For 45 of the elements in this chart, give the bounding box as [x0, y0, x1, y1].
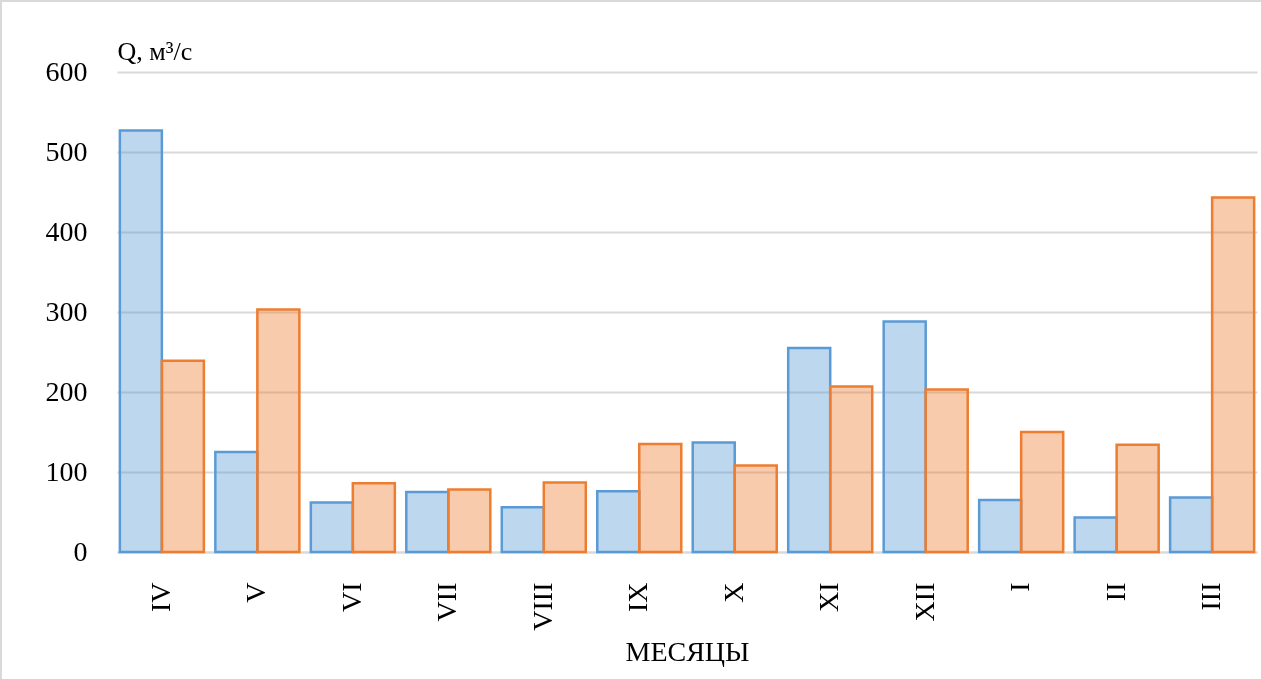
- x-axis-title: МЕСЯЦЫ: [625, 635, 750, 667]
- bar: [733, 464, 778, 554]
- y-tick-label: 300: [45, 295, 88, 327]
- bar: [1168, 496, 1214, 554]
- x-tick-label: III: [1195, 582, 1227, 611]
- x-tick-label: V: [240, 582, 272, 603]
- y-tick-label: 200: [45, 375, 88, 407]
- bar: [638, 442, 683, 554]
- bar: [828, 385, 874, 554]
- bar: [1115, 443, 1160, 554]
- y-axis-title: Q, м³/с: [117, 36, 193, 66]
- x-tick-label: VI: [335, 582, 367, 613]
- bar: [351, 481, 397, 554]
- bar: [691, 441, 736, 554]
- bar: [447, 488, 492, 554]
- y-tick-label: 100: [45, 455, 88, 487]
- bar: [1210, 196, 1256, 554]
- x-tick-label: II: [1099, 582, 1131, 602]
- x-tick-label: X: [717, 582, 749, 603]
- bar: [882, 320, 927, 554]
- y-tick-label: 500: [45, 135, 88, 167]
- x-tick-label: XII: [908, 582, 940, 622]
- bar: [542, 481, 588, 554]
- bar: [977, 498, 1023, 554]
- y-tick-label: 600: [45, 55, 88, 87]
- bar: [214, 450, 259, 554]
- bar: [309, 501, 355, 554]
- x-tick-label: IV: [144, 582, 176, 613]
- x-tick-label: IX: [622, 582, 654, 613]
- bar: [160, 359, 206, 554]
- y-tick-label: 400: [45, 215, 88, 247]
- y-tick-label: 0: [73, 535, 88, 567]
- x-tick-label: VII: [431, 582, 463, 622]
- x-tick-label: VIII: [526, 582, 558, 631]
- bar: [405, 490, 450, 554]
- bar: [786, 346, 832, 554]
- x-tick-label: XI: [813, 582, 845, 613]
- bar: [924, 388, 969, 554]
- bar: [118, 129, 164, 554]
- bar: [500, 505, 546, 554]
- bar: [1073, 516, 1118, 554]
- bar: [256, 308, 301, 554]
- x-tick-label: I: [1004, 582, 1036, 592]
- bar: [596, 489, 641, 554]
- bar: [1019, 430, 1065, 554]
